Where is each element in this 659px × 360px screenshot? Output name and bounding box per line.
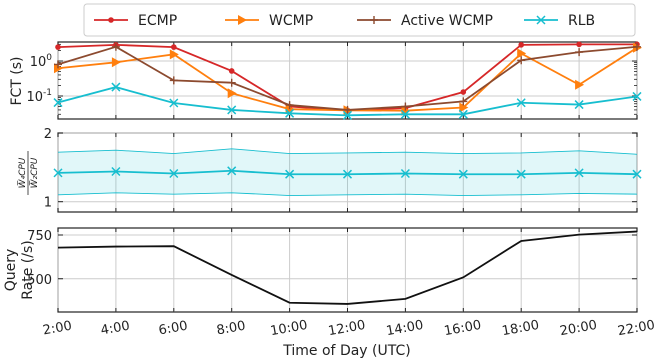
point-rlb bbox=[227, 166, 237, 176]
point-rlb bbox=[342, 110, 353, 120]
point-rlb bbox=[574, 168, 584, 178]
band-lower-line bbox=[57, 192, 638, 196]
point-active-wcmp bbox=[633, 42, 641, 51]
x-tick-label: 14:00 bbox=[385, 318, 425, 339]
point-rlb bbox=[458, 169, 468, 179]
point-active-wcmp bbox=[459, 97, 468, 106]
ratio-numerator: W̅₄CPU bbox=[16, 157, 28, 188]
point-rlb bbox=[400, 168, 410, 179]
x-tick-label: 2:00 bbox=[42, 319, 73, 339]
point-rlb bbox=[169, 98, 179, 108]
panel-fct: 100 10-1 FCT (s) bbox=[9, 41, 642, 120]
y-axis-label-fct: FCT (s) bbox=[9, 56, 25, 105]
y-axis-label-rate-line1: Query bbox=[3, 249, 19, 292]
point-rlb bbox=[458, 109, 468, 119]
x-tick-label: 10:00 bbox=[269, 318, 309, 339]
ratio-denominator: W̅₂CPU bbox=[28, 157, 40, 188]
point-wcmp bbox=[459, 102, 469, 113]
point-rlb bbox=[342, 169, 353, 179]
panel-ratio: 1 2 W̅₄CPU W̅₂CPU bbox=[16, 127, 642, 213]
x-tick-label: 6:00 bbox=[158, 319, 189, 339]
legend: ECMP WCMP Active WCMP RLB bbox=[83, 3, 636, 37]
point-active-wcmp bbox=[401, 102, 410, 111]
point-ecmp bbox=[460, 89, 467, 95]
point-wcmp bbox=[575, 79, 585, 90]
point-rlb bbox=[53, 98, 63, 108]
point-active-wcmp bbox=[111, 42, 120, 51]
x-tick-label: 18:00 bbox=[501, 318, 541, 339]
x-tick-label: 20:00 bbox=[559, 318, 599, 339]
point-wcmp bbox=[111, 57, 121, 68]
legend-label: ECMP bbox=[138, 13, 177, 29]
y-tick-label: 10-1 bbox=[26, 88, 52, 105]
point-active-wcmp bbox=[54, 60, 62, 69]
legend-item-wcmp: WCMP bbox=[225, 13, 313, 29]
point-active-wcmp bbox=[227, 78, 236, 87]
x-tick-label: 4:00 bbox=[100, 319, 131, 339]
x-axis-label: Time of Day (UTC) bbox=[282, 343, 410, 359]
legend-marker bbox=[370, 16, 378, 24]
point-rlb bbox=[227, 105, 237, 115]
point-wcmp bbox=[169, 49, 179, 60]
legend-label: RLB bbox=[568, 13, 595, 29]
legend-marker bbox=[536, 15, 546, 25]
legend-marker bbox=[108, 17, 114, 23]
confidence-band bbox=[58, 148, 637, 196]
series-line-series bbox=[57, 230, 638, 305]
point-active-wcmp bbox=[285, 101, 294, 110]
point-active-wcmp bbox=[343, 105, 352, 114]
point-rlb bbox=[632, 169, 642, 179]
legend-item-ecmp: ECMP bbox=[94, 13, 177, 29]
legend-label: WCMP bbox=[269, 13, 313, 29]
point-wcmp bbox=[227, 88, 237, 99]
x-tick-label: 22:00 bbox=[617, 318, 657, 339]
point-rlb bbox=[516, 169, 526, 179]
point-rlb bbox=[285, 108, 295, 118]
point-ecmp bbox=[228, 68, 235, 74]
y-axis-label-ratio: W̅₄CPU W̅₂CPU bbox=[16, 151, 40, 195]
band-upper-line bbox=[57, 148, 638, 155]
y-tick-label: 2 bbox=[44, 127, 52, 142]
y-tick-label: 500 bbox=[27, 273, 52, 288]
legend-label: Active WCMP bbox=[401, 13, 493, 29]
panel-rate: 500 750 Query Rate (/s) 2:00 4:00 6:00 8:00 1… bbox=[3, 227, 657, 359]
point-ecmp bbox=[55, 44, 61, 50]
legend-item-active-wcmp: Active WCMP bbox=[357, 13, 493, 29]
legend-item-rlb: RLB bbox=[524, 13, 595, 29]
point-active-wcmp bbox=[169, 76, 178, 85]
point-rlb bbox=[632, 91, 642, 101]
point-rlb bbox=[53, 168, 63, 178]
y-tick-label: 100 bbox=[30, 53, 53, 70]
x-tick-label: 12:00 bbox=[327, 318, 367, 339]
x-tick-label: 16:00 bbox=[443, 318, 483, 339]
y-tick-label: 1 bbox=[44, 196, 52, 211]
point-rlb bbox=[169, 168, 179, 179]
legend-marker bbox=[238, 15, 247, 25]
point-rlb bbox=[516, 98, 526, 108]
y-axis-label-rate-line2: Rate (/s) bbox=[20, 240, 36, 300]
point-ecmp bbox=[171, 44, 177, 50]
point-rlb bbox=[285, 169, 295, 179]
point-active-wcmp bbox=[517, 56, 526, 65]
point-ecmp bbox=[518, 42, 524, 48]
point-ecmp bbox=[576, 41, 582, 48]
x-tick-label: 8:00 bbox=[215, 319, 246, 339]
y-tick-label: 750 bbox=[27, 229, 52, 244]
point-rlb bbox=[400, 109, 410, 119]
point-rlb bbox=[111, 166, 121, 177]
point-active-wcmp bbox=[575, 48, 584, 57]
point-wcmp bbox=[517, 48, 527, 59]
point-rlb bbox=[111, 82, 121, 92]
point-rlb bbox=[574, 100, 584, 110]
